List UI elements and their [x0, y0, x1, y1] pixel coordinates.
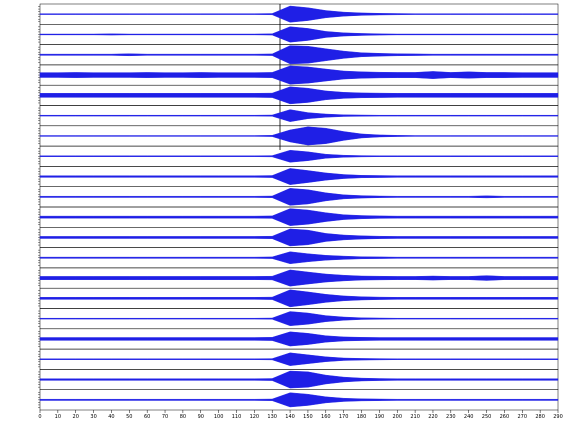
trace-envelope	[39, 86, 559, 105]
x-tick-label: 120	[250, 414, 260, 420]
trace-envelope	[39, 26, 559, 43]
x-tick-label: 90	[198, 414, 204, 420]
x-tick-label: 200	[392, 414, 402, 420]
x-tick-label: 110	[232, 414, 242, 420]
x-tick-label: 50	[126, 414, 132, 420]
trace-envelope	[39, 331, 559, 347]
x-tick-label: 70	[162, 414, 168, 420]
trace-envelope	[39, 208, 559, 226]
trace-envelope	[39, 188, 559, 206]
x-tick-label: 230	[446, 414, 456, 420]
x-tick-label: 190	[375, 414, 385, 420]
trace-envelope	[39, 352, 559, 366]
x-tick-label: 290	[553, 414, 563, 420]
x-tick-label: 260	[500, 414, 510, 420]
trace-envelope	[39, 5, 559, 23]
trace-envelope	[39, 126, 559, 146]
x-tick-label: 210	[410, 414, 420, 420]
trace-envelope	[39, 109, 559, 122]
x-tick-label: 150	[303, 414, 313, 420]
x-tick-label: 0	[38, 414, 41, 420]
x-tick-label: 240	[464, 414, 474, 420]
trace-envelope	[39, 65, 559, 85]
trace-envelope	[39, 251, 559, 265]
x-tick-label: 100	[214, 414, 224, 420]
x-tick-label: 280	[535, 414, 545, 420]
trace-envelope	[39, 370, 559, 389]
x-tick-label: 20	[73, 414, 79, 420]
trace-envelope	[39, 392, 559, 408]
trace-envelope	[39, 45, 559, 65]
x-tick-label: 160	[321, 414, 331, 420]
x-tick-label: 40	[108, 414, 114, 420]
x-tick-label: 60	[144, 414, 150, 420]
x-tick-label: 130	[267, 414, 277, 420]
x-tick-label: 10	[55, 414, 61, 420]
trace-envelope	[39, 311, 559, 327]
x-tick-label: 180	[357, 414, 367, 420]
trace-envelope	[39, 289, 559, 308]
x-tick-label: 250	[482, 414, 492, 420]
x-tick-label: 30	[90, 414, 96, 420]
x-tick-label: 80	[180, 414, 186, 420]
trace-envelope	[39, 149, 559, 163]
x-tick-label: 270	[518, 414, 528, 420]
trace-envelope	[39, 269, 559, 287]
x-tick-label: 170	[339, 414, 349, 420]
x-tick-label: 140	[285, 414, 295, 420]
trace-envelope	[39, 168, 559, 185]
x-tick-label: 220	[428, 414, 438, 420]
trace-envelope	[39, 228, 559, 247]
